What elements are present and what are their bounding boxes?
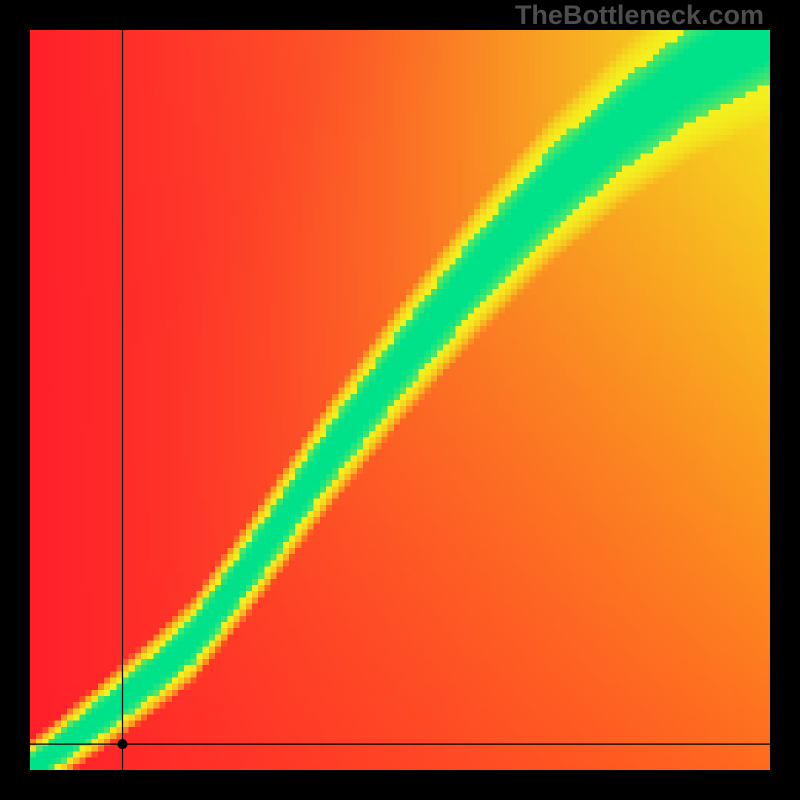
bottleneck-heatmap: [30, 30, 770, 770]
watermark-text: TheBottleneck.com: [515, 0, 764, 31]
chart-frame: TheBottleneck.com: [0, 0, 800, 800]
